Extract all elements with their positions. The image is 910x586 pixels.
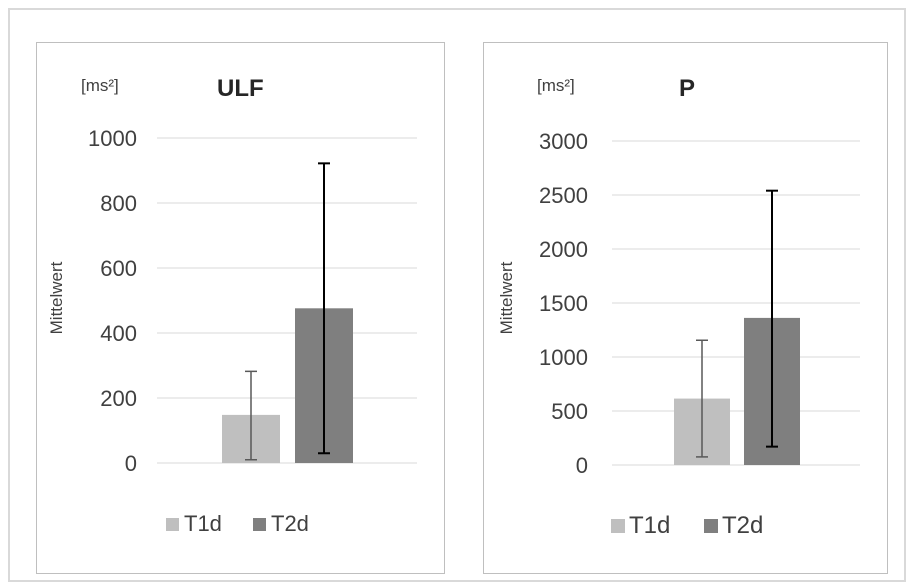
- chart-title: ULF: [217, 75, 264, 102]
- legend-label-t2d: T2d: [722, 512, 763, 539]
- y-tick-label: 0: [125, 451, 137, 476]
- chart-p: [ms²] P 0 500 1000 1500 2000 2500 3000 Mittelwert…: [497, 75, 860, 539]
- legend-swatch-t2d: [253, 518, 266, 531]
- legend-label-t2d: T2d: [271, 511, 309, 536]
- y-tick-label: 1000: [88, 126, 137, 151]
- y-tick-label: 800: [100, 191, 137, 216]
- chart-panel-ulf: [ms²] ULF 0 200 400 600 800 1000 Mittelwert T1d T2…: [36, 42, 445, 574]
- y-tick-label: 600: [100, 256, 137, 281]
- y-tick-label: 3000: [539, 129, 588, 154]
- y-axis-title: Mittelwert: [47, 261, 66, 334]
- y-tick-label: 0: [576, 453, 588, 478]
- y-tick-label: 200: [100, 386, 137, 411]
- y-tick-label: 2500: [539, 183, 588, 208]
- unit-label: [ms²]: [537, 76, 575, 95]
- chart-panel-p: [ms²] P 0 500 1000 1500 2000 2500 3000 Mittelwert…: [483, 42, 888, 574]
- y-tick-label: 1000: [539, 345, 588, 370]
- y-tick-label: 500: [551, 399, 588, 424]
- legend-label-t1d: T1d: [629, 512, 670, 539]
- legend-label-t1d: T1d: [184, 511, 222, 536]
- chart-ulf: [ms²] ULF 0 200 400 600 800 1000 Mittelwert T1d T2…: [47, 75, 417, 536]
- y-tick-label: 2000: [539, 237, 588, 262]
- legend-swatch-t1d: [166, 518, 179, 531]
- legend-swatch-t1d: [611, 519, 625, 533]
- unit-label: [ms²]: [81, 76, 119, 95]
- y-tick-label: 400: [100, 321, 137, 346]
- legend-swatch-t2d: [704, 519, 718, 533]
- y-tick-label: 1500: [539, 291, 588, 316]
- y-axis-title: Mittelwert: [497, 261, 516, 334]
- chart-title: P: [679, 75, 695, 102]
